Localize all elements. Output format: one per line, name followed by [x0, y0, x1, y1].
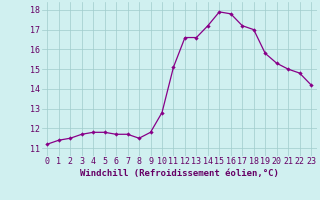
- X-axis label: Windchill (Refroidissement éolien,°C): Windchill (Refroidissement éolien,°C): [80, 169, 279, 178]
